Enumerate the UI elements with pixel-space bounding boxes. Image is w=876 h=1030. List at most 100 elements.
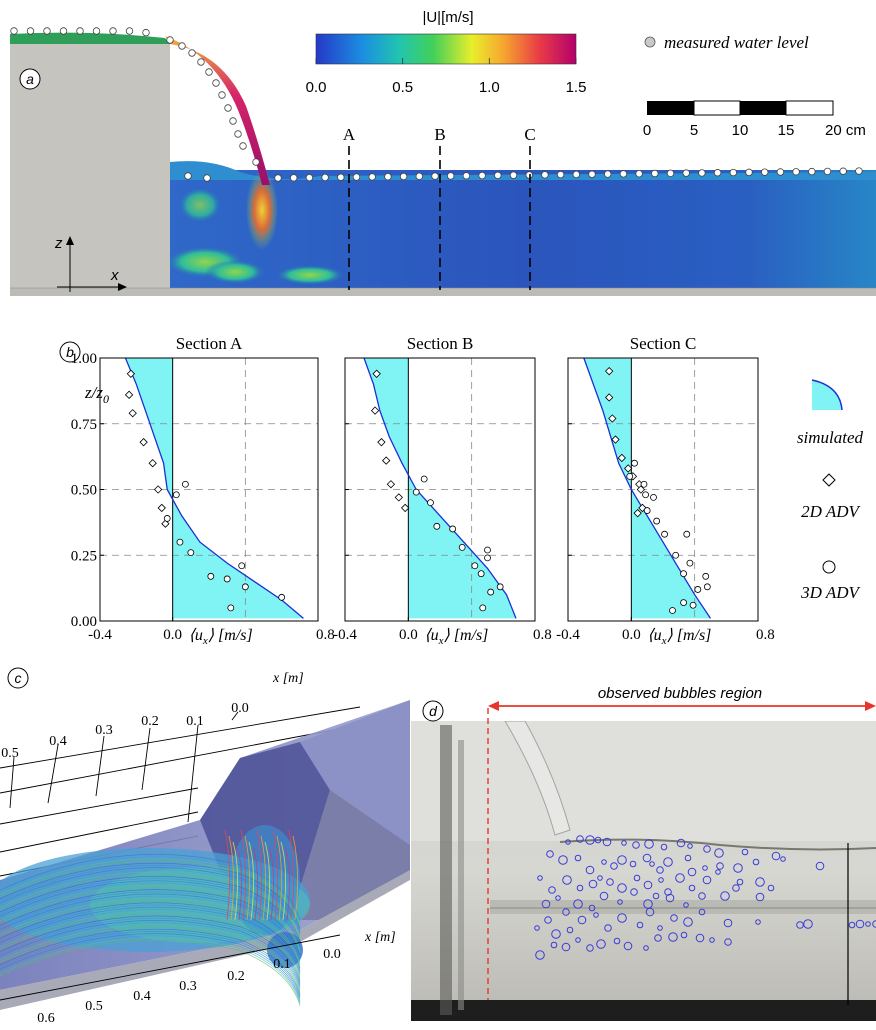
- bubble: [562, 875, 572, 885]
- panel-d-badge: [422, 700, 444, 722]
- bubble: [599, 891, 609, 901]
- scale-bar-tick-label: 20 cm: [825, 122, 866, 139]
- bubble: [617, 899, 623, 905]
- adv3d-point: [694, 586, 702, 593]
- adv3d-point: [642, 491, 649, 499]
- adv3d-point: [650, 493, 657, 501]
- panel-c-axis-top: x [m]: [272, 671, 304, 686]
- bubble: [576, 835, 584, 843]
- adv3d-point: [181, 480, 189, 488]
- simulated-fill: [583, 358, 711, 619]
- bubble: [586, 944, 594, 952]
- panel-c-top-tick: 0.1: [186, 714, 204, 729]
- adv2d-point: [370, 406, 380, 415]
- adv2d-point: [157, 503, 166, 513]
- bubble: [610, 862, 618, 870]
- section-label: C: [524, 125, 535, 144]
- bubble: [668, 932, 678, 942]
- bubble: [585, 865, 595, 875]
- adv3d-point: [176, 538, 184, 546]
- svg-text:2D ADV: 2D ADV: [801, 502, 861, 521]
- adv3d-point: [703, 583, 711, 591]
- adv2d-point: [624, 464, 633, 473]
- x-tick-label: 0.0: [399, 627, 418, 643]
- bubble: [702, 865, 708, 871]
- adv3d-point: [680, 599, 687, 606]
- bubble: [714, 848, 724, 858]
- panel-c-bottom-tick: 0.2: [227, 969, 245, 984]
- adv3d-point: [631, 459, 638, 467]
- svg-text:simulated: simulated: [797, 428, 864, 447]
- vortex-blob: [275, 265, 345, 285]
- adv3d-point: [471, 562, 479, 570]
- adv2d-point: [636, 485, 645, 494]
- panel-c-top-tick: 0.3: [95, 723, 113, 738]
- panel-c-ticks: 0.0 0.1 0.2 0.3 0.4 0.5 0.0 0.1 0.2 0.3 0.4 0.5 0.6: [1, 701, 341, 1026]
- colorbar-tick-label: 0.0: [306, 79, 327, 96]
- adv3d-point: [479, 604, 487, 612]
- panel-c-top-tick: 0.5: [1, 746, 19, 761]
- bubble: [733, 863, 743, 873]
- bubble: [623, 941, 633, 951]
- svg-text:3D ADV: 3D ADV: [800, 583, 861, 602]
- panel-c-top-tick: 0.0: [231, 701, 249, 716]
- bubble: [566, 926, 574, 934]
- axis-z-label: z: [54, 235, 63, 252]
- adv2d-point: [124, 390, 134, 399]
- section-title: Section A: [176, 334, 243, 353]
- adv3d-point: [689, 601, 697, 609]
- adv2d-point: [148, 459, 157, 468]
- adv3d-point: [702, 572, 710, 580]
- bubble: [593, 912, 599, 918]
- y-tick-label: 0.75: [71, 417, 97, 433]
- bubble: [663, 857, 673, 867]
- adv3d-point: [477, 570, 485, 578]
- axis-x-label: x: [110, 267, 119, 284]
- adv2d-point: [153, 485, 163, 494]
- bubble: [575, 937, 581, 943]
- bubble: [720, 891, 730, 901]
- panel-b-label: b: [66, 344, 74, 360]
- bubble: [702, 875, 712, 885]
- colorbar-ticks: 0.0 0.5 1.0 1.5: [306, 58, 586, 96]
- bubble: [537, 875, 543, 881]
- scale-bar: [647, 100, 834, 116]
- bubble: [597, 875, 603, 881]
- jet-plume: [246, 170, 278, 250]
- bubble: [544, 916, 552, 924]
- adv3d-point: [484, 546, 491, 554]
- bubble: [657, 925, 663, 931]
- bubble: [645, 907, 655, 917]
- scale-bar-ticks: 0 5 10 15 20 cm: [643, 122, 866, 139]
- adv2d-point: [605, 393, 614, 402]
- adv2d-point: [608, 414, 617, 423]
- adv3d-point: [626, 472, 634, 480]
- adv3d-point: [669, 607, 676, 614]
- adv2d-point: [401, 503, 410, 513]
- y-tick-label: 0.50: [71, 483, 97, 499]
- section-chart-b: Section B -0.4 0.0 0.8 ⟨ux⟩ [m/s]: [333, 334, 552, 647]
- bubble: [601, 859, 607, 865]
- panel-c-bottom-tick: 0.0: [323, 947, 341, 962]
- adv2d-point: [386, 480, 396, 489]
- panel-c-bottom-tick: 0.6: [37, 1011, 55, 1026]
- x-axis-label: ⟨ux⟩ [m/s]: [647, 627, 711, 647]
- adv3d-point: [187, 549, 195, 557]
- section-chart-c: Section C -0.4 0.0 0.8 ⟨ux⟩ [m/s]: [556, 334, 775, 647]
- y-tick-label: 0.00: [71, 614, 97, 630]
- bubble: [865, 921, 871, 927]
- colorbar-title: |U|[m/s]: [422, 9, 473, 26]
- section-lines: A B C: [343, 125, 536, 290]
- legend-marker: [644, 36, 656, 48]
- bubble: [709, 937, 715, 943]
- section-chart-a: Section A 0.00 0.25 0.50 0.75 1.00 -0.4 0.0 0.8 ⟨…: [71, 334, 335, 647]
- bubble: [613, 937, 621, 945]
- bubble: [658, 877, 664, 883]
- adv3d-point: [449, 525, 457, 533]
- adv3d-point: [458, 543, 466, 551]
- bubble: [617, 913, 627, 923]
- bubble: [715, 869, 721, 875]
- bubble: [585, 835, 595, 845]
- bubble: [604, 924, 612, 932]
